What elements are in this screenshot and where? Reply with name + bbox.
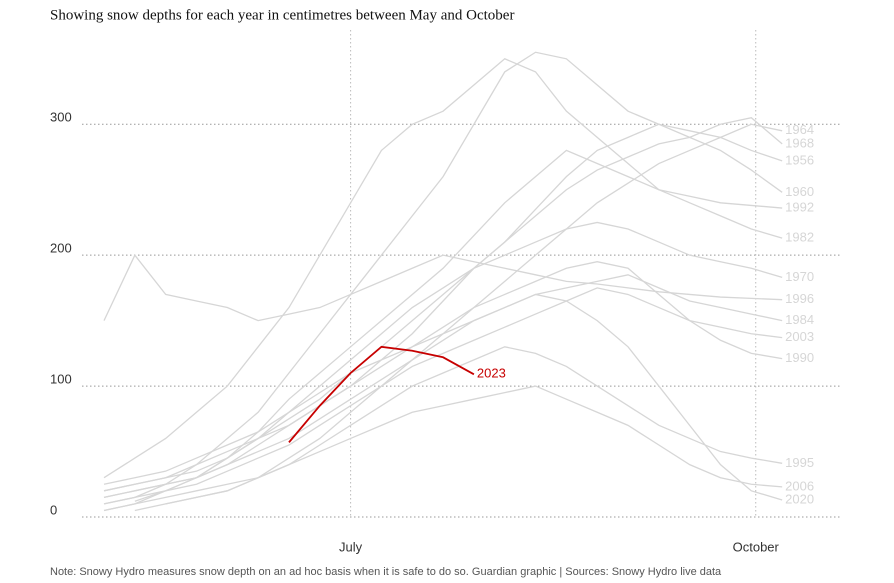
series-line — [103, 58, 783, 479]
series-line — [103, 261, 783, 485]
series-line — [165, 123, 783, 505]
series-label: 1990 — [785, 350, 814, 365]
series-line — [134, 149, 783, 502]
series-label: 1964 — [785, 122, 814, 137]
series-label: 2006 — [785, 478, 814, 493]
series-label: 1996 — [785, 291, 814, 306]
series-line — [103, 51, 783, 505]
series-line — [103, 274, 783, 492]
chart-subtitle: Showing snow depths for each year in cen… — [50, 7, 514, 23]
series-label: 1968 — [785, 135, 814, 150]
series-label: 1995 — [785, 455, 814, 470]
series-line — [103, 293, 783, 501]
series-label: 1960 — [785, 184, 814, 199]
chart-note: Note: Snowy Hydro measures snow depth on… — [50, 566, 722, 578]
series-line — [134, 385, 783, 512]
series-line — [103, 346, 783, 512]
series-label: 2020 — [785, 491, 814, 506]
series-label: 1956 — [785, 152, 814, 167]
series-label: 2003 — [785, 329, 814, 344]
x-tick-label: October — [733, 539, 780, 554]
series-line — [288, 345, 475, 443]
series-label: 1970 — [785, 269, 814, 284]
series-label: 1992 — [785, 199, 814, 214]
y-tick-label: 300 — [50, 110, 72, 125]
series-line — [103, 117, 783, 498]
series-label: 1984 — [785, 312, 814, 327]
series-line — [103, 123, 783, 492]
y-tick-label: 0 — [50, 502, 57, 517]
series-line — [103, 287, 783, 505]
series-label: 2023 — [477, 366, 506, 381]
x-tick-label: July — [339, 539, 363, 554]
series-label: 1982 — [785, 230, 814, 245]
y-tick-label: 200 — [50, 241, 72, 256]
series-line — [103, 221, 783, 512]
y-tick-label: 100 — [50, 372, 72, 387]
